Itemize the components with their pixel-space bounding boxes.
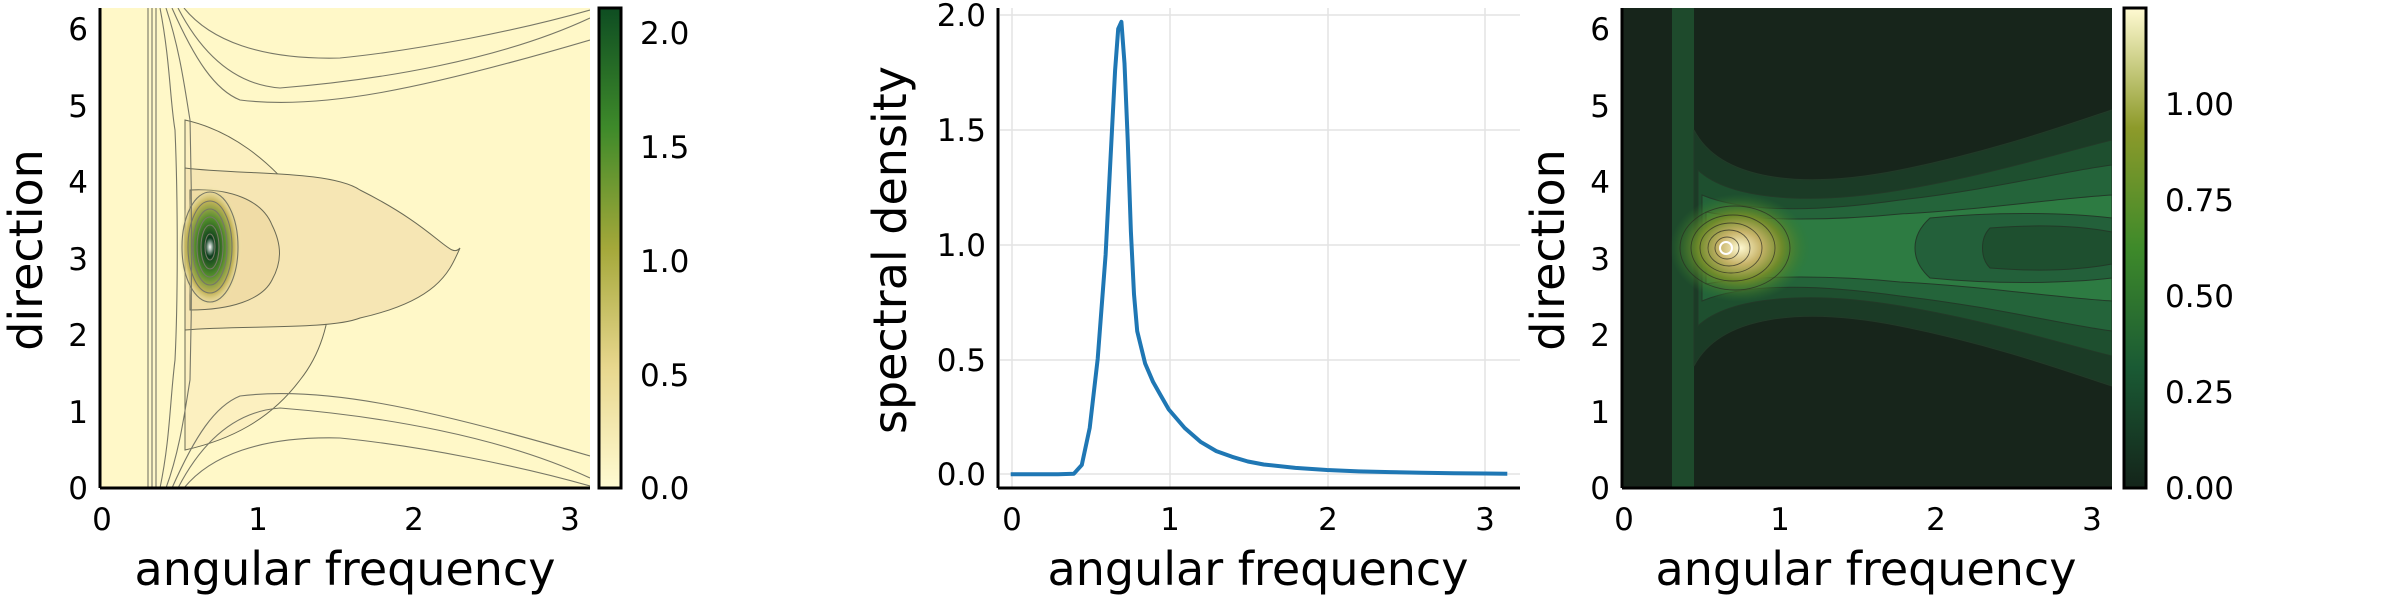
- colorbar-tick-label: 0.50: [2165, 279, 2234, 315]
- line-chart-gridlines: [1000, 8, 1520, 488]
- x-tick-label: 1: [1770, 502, 1790, 538]
- spectral-density-series: [1010, 19, 1508, 477]
- colorbar-1: 0.0 0.5 1.0 1.5 2.0: [597, 6, 689, 507]
- contour-3-lines: [1679, 205, 1791, 291]
- contour-3-peak: [1670, 194, 1810, 302]
- contour-3-levels: [1670, 8, 2112, 488]
- colorbar-tick-label: 2.0: [640, 16, 689, 52]
- panel-1-contour: 0 1 2 3 angular frequency 0 1 2 3 4 5 6 …: [0, 6, 689, 596]
- colorbar-tick-label: 1.5: [640, 130, 689, 166]
- x-tick-label: 1: [1160, 502, 1180, 538]
- y-axis-label: spectral density: [863, 66, 917, 434]
- x-axis-label: angular frequency: [1656, 542, 2077, 596]
- y-axis-label: direction: [0, 149, 53, 351]
- x-tick-label: 0: [1002, 502, 1022, 538]
- y-tick-label: 2.0: [937, 0, 986, 34]
- y-tick-label: 6: [1590, 12, 1610, 48]
- y-tick-label: 1.5: [937, 113, 986, 149]
- colorbar-tick-label: 1.00: [2165, 87, 2234, 123]
- contour-1-y-axis: 0 1 2 3 4 5 6 direction: [0, 12, 88, 507]
- y-tick-label: 1: [68, 395, 88, 431]
- y-tick-label: 5: [1590, 89, 1610, 125]
- contour-3-y-axis: 0 1 2 3 4 5 6 direction: [1521, 12, 1610, 507]
- colorbar-tick-label: 1.0: [640, 244, 689, 280]
- y-tick-label: 1.0: [937, 228, 986, 264]
- contour-1-x-axis: 0 1 2 3 angular frequency: [92, 8, 590, 596]
- x-tick-label: 0: [1614, 502, 1634, 538]
- x-tick-label: 3: [560, 502, 580, 538]
- x-tick-label: 0: [92, 502, 112, 538]
- contour-3-region-e: [1982, 225, 2112, 271]
- colorbar-3-fill: [2122, 6, 2148, 490]
- x-tick-label: 2: [1318, 502, 1338, 538]
- y-tick-label: 6: [68, 12, 88, 48]
- y-tick-label: 0.0: [937, 457, 986, 493]
- y-tick-label: 0.5: [937, 343, 986, 379]
- x-tick-label: 1: [248, 502, 268, 538]
- colorbar-tick-label: 0.75: [2165, 183, 2234, 219]
- panel-2-line-chart: 0 1 2 3 0.0 0.5 1.0 1.5 2.0 angular freq…: [863, 0, 1520, 596]
- y-tick-label: 0: [1590, 471, 1610, 507]
- colorbar-tick-label: 0.5: [640, 358, 689, 394]
- colorbar-tick-label: 0.00: [2165, 471, 2234, 507]
- y-tick-label: 1: [1590, 395, 1610, 431]
- x-tick-label: 3: [1475, 502, 1495, 538]
- y-tick-label: 3: [1590, 242, 1610, 278]
- y-tick-label: 4: [1590, 165, 1610, 201]
- x-axis-label: angular frequency: [135, 542, 556, 596]
- x-tick-label: 3: [2082, 502, 2102, 538]
- contour-3-x-axis: 0 1 2 3 angular frequency: [1614, 8, 2112, 596]
- panel-3-contour: 0 1 2 3 angular frequency 0 1 2 3 4 5 6 …: [1521, 6, 2234, 596]
- y-tick-label: 4: [68, 165, 88, 201]
- y-tick-label: 5: [68, 89, 88, 125]
- colorbar-1-fill: [597, 6, 623, 490]
- y-tick-label: 0: [68, 471, 88, 507]
- colorbar-3: 0.00 0.25 0.50 0.75 1.00: [2122, 6, 2234, 507]
- y-axis-label: direction: [1521, 149, 1575, 351]
- x-axis-label: angular frequency: [1048, 542, 1469, 596]
- contour-3-peak-marker: [1719, 241, 1733, 255]
- colorbar-tick-label: 0.0: [640, 471, 689, 507]
- y-tick-label: 3: [68, 242, 88, 278]
- colorbar-tick-label: 0.25: [2165, 375, 2234, 411]
- x-tick-label: 2: [404, 502, 424, 538]
- contour-1-lines: [147, 8, 590, 488]
- contour-1-levels: [147, 8, 590, 488]
- y-tick-label: 2: [1590, 318, 1610, 354]
- y-tick-label: 2: [68, 318, 88, 354]
- x-tick-label: 2: [1926, 502, 1946, 538]
